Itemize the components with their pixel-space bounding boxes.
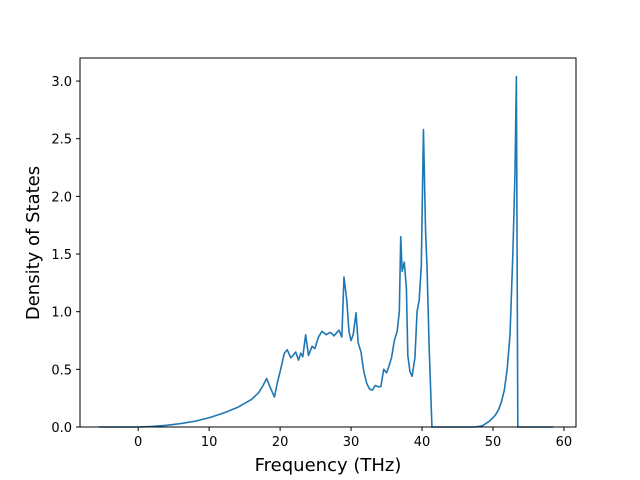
y-tick-label: 0.5 [51,363,72,378]
y-tick-label: 3.0 [51,75,72,90]
y-tick-label: 1.0 [51,306,72,321]
x-tick-label: 50 [485,435,502,450]
x-tick-label: 30 [343,435,360,450]
x-tick-label: 60 [556,435,573,450]
plot-area [99,75,554,428]
axis-ticks: 0 10 20 30 40 50 60 0.0 0.5 1.0 1.5 2.0 2.5 3.0 [51,75,572,450]
y-tick-label: 2.5 [51,133,72,148]
x-tick-label: 20 [272,435,289,450]
x-axis-label: Frequency (THz) [255,455,402,476]
y-tick-label: 1.5 [51,248,72,263]
y-tick-label: 0.0 [51,421,72,436]
y-axis-label: Density of States [23,166,44,320]
x-tick-label: 40 [414,435,431,450]
axes-frame [79,57,577,428]
x-tick-label: 0 [134,435,142,450]
y-tick-label: 2.0 [51,190,72,205]
x-tick-label: 10 [201,435,218,450]
dos-series-line [99,75,554,428]
